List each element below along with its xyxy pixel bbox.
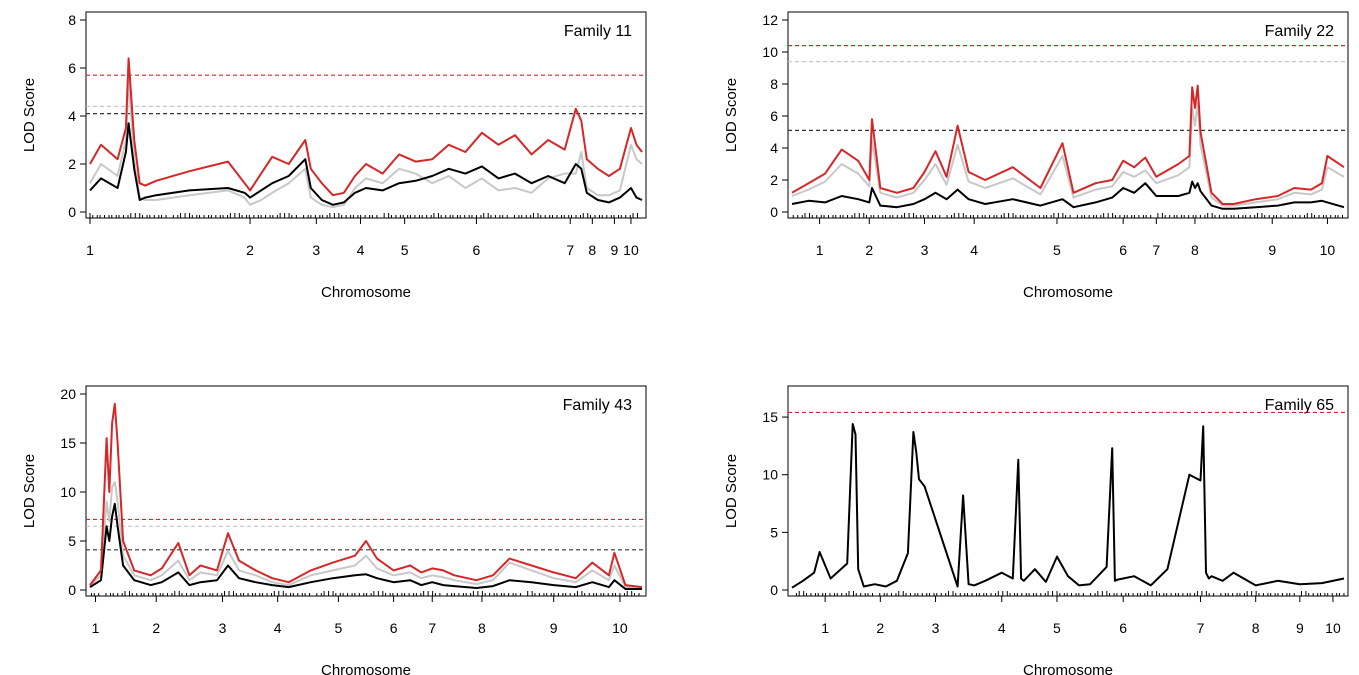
x-tick-label: 8 <box>588 242 596 258</box>
x-tick-label: 5 <box>1053 242 1061 258</box>
y-tick-label: 8 <box>68 12 76 28</box>
x-tick-label: 6 <box>390 620 398 636</box>
y-axis-label: LOD Score <box>723 78 740 152</box>
x-tick-label: 2 <box>876 620 884 636</box>
lod-series-line <box>89 481 643 589</box>
lod-series-line <box>89 57 643 197</box>
lod-series-line <box>89 79 643 209</box>
y-tick-label: 8 <box>770 76 778 92</box>
lod-series-line <box>89 122 643 206</box>
x-tick-label: 4 <box>274 620 282 636</box>
x-tick-label: 4 <box>998 620 1006 636</box>
x-tick-label: 4 <box>357 242 365 258</box>
y-tick-label: 2 <box>770 172 778 188</box>
y-tick-label: 4 <box>68 108 76 124</box>
x-tick-label: 9 <box>1268 242 1276 258</box>
x-tick-label: 1 <box>92 620 100 636</box>
y-tick-label: 10 <box>762 44 778 60</box>
y-tick-label: 4 <box>770 140 778 156</box>
x-tick-label: 7 <box>1152 242 1160 258</box>
x-tick-label: 10 <box>1320 242 1336 258</box>
y-tick-label: 10 <box>762 467 778 483</box>
lod-series-line <box>791 84 1345 205</box>
x-tick-label: 8 <box>1191 242 1199 258</box>
x-tick-label: 7 <box>566 242 574 258</box>
x-tick-label: 1 <box>86 242 94 258</box>
y-tick-label: 6 <box>68 60 76 76</box>
y-axis-label: LOD Score <box>21 78 38 152</box>
x-tick-label: 5 <box>1053 620 1061 636</box>
x-tick-label: 1 <box>821 620 829 636</box>
y-tick-label: 5 <box>68 533 76 549</box>
x-tick-label: 5 <box>335 620 343 636</box>
x-tick-label: 9 <box>550 620 558 636</box>
x-tick-label: 6 <box>1119 620 1127 636</box>
y-tick-label: 10 <box>60 484 76 500</box>
y-tick-label: 0 <box>770 204 778 220</box>
x-tick-label: 5 <box>401 242 409 258</box>
y-tick-label: 0 <box>68 582 76 598</box>
x-tick-label: 10 <box>1325 620 1341 636</box>
lod-series-line <box>89 502 642 590</box>
x-axis-label: Chromosome <box>321 662 411 675</box>
x-tick-label: 1 <box>816 242 824 258</box>
y-axis-label: LOD Score <box>723 454 740 528</box>
y-tick-label: 20 <box>60 386 76 402</box>
panel-title: Family 22 <box>1265 23 1334 40</box>
x-tick-label: 8 <box>478 620 486 636</box>
x-tick-label: 10 <box>612 620 628 636</box>
x-tick-label: 9 <box>611 242 619 258</box>
lod-series-line <box>791 102 1345 207</box>
panel-title: Family 43 <box>563 397 632 414</box>
plot-frame <box>85 385 647 597</box>
plot-frame <box>85 11 647 219</box>
y-tick-label: 0 <box>770 582 778 598</box>
y-tick-label: 0 <box>68 204 76 220</box>
x-tick-label: 3 <box>921 242 929 258</box>
x-axis-label: Chromosome <box>1023 284 1113 301</box>
x-tick-label: 6 <box>473 242 481 258</box>
x-tick-label: 6 <box>1119 242 1127 258</box>
panel-title: Family 65 <box>1265 397 1334 414</box>
x-tick-label: 2 <box>246 242 254 258</box>
x-tick-label: 10 <box>623 242 639 258</box>
lod-series-line <box>89 402 643 589</box>
x-axis-label: Chromosome <box>1023 662 1113 675</box>
y-axis-label: LOD Score <box>21 454 38 528</box>
x-tick-label: 3 <box>932 620 940 636</box>
y-tick-label: 2 <box>68 156 76 172</box>
plot-frame <box>787 385 1349 597</box>
x-tick-label: 7 <box>1197 620 1205 636</box>
y-tick-label: 5 <box>770 524 778 540</box>
x-tick-label: 7 <box>428 620 436 636</box>
x-tick-label: 2 <box>152 620 160 636</box>
y-tick-label: 15 <box>762 409 778 425</box>
panel-4: 0 5 10 15 1 2 3 4 5 6 7 8 9 10 Family 65 Chromosome LOD … <box>723 385 1349 675</box>
lod-series-line <box>791 423 1345 589</box>
x-tick-label: 4 <box>970 242 978 258</box>
panel-3: 0 5 10 15 20 1 2 3 4 5 6 7 8 9 10 Family 43 Chromosome LO… <box>21 385 647 675</box>
x-tick-label: 3 <box>219 620 227 636</box>
y-tick-label: 6 <box>770 108 778 124</box>
y-tick-label: 15 <box>60 435 76 451</box>
plot-frame <box>787 11 1349 219</box>
x-axis-label: Chromosome <box>321 284 411 301</box>
y-tick-label: 12 <box>762 12 778 28</box>
x-tick-label: 9 <box>1296 620 1304 636</box>
x-tick-label: 3 <box>312 242 320 258</box>
x-tick-label: 8 <box>1252 620 1260 636</box>
x-tick-label: 2 <box>865 242 873 258</box>
lod-series-line <box>791 180 1345 210</box>
panel-title: Family 11 <box>564 23 632 40</box>
